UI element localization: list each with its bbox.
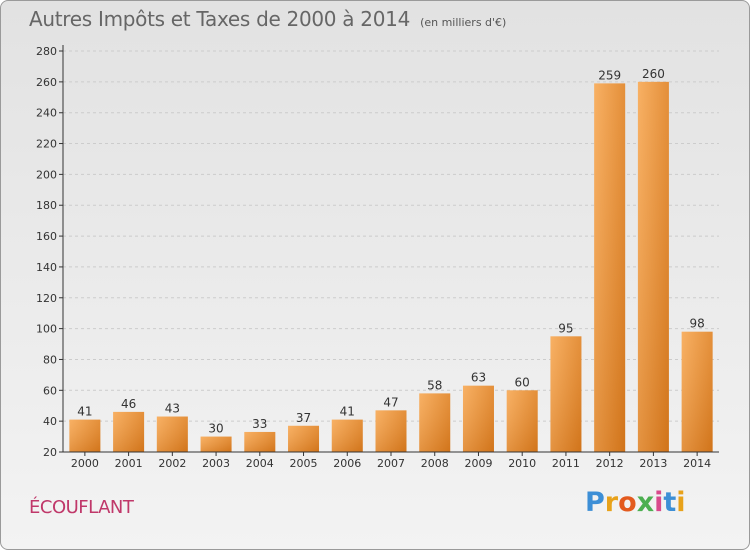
logo-letter: P <box>585 487 605 518</box>
bar-value-label: 46 <box>121 397 136 411</box>
bar-value-label: 47 <box>383 395 398 409</box>
bar-shade <box>506 390 538 452</box>
bar-shade <box>69 419 101 452</box>
bar-value-label: 43 <box>165 402 180 416</box>
y-tick-label: 220 <box>36 138 57 151</box>
bar-shade <box>156 416 188 452</box>
y-tick-label: 260 <box>36 76 57 89</box>
bar-value-label: 41 <box>340 405 355 419</box>
bar-shade <box>375 410 407 452</box>
y-tick-label: 200 <box>36 168 57 181</box>
y-tick-label: 280 <box>36 45 57 58</box>
logo-letter: i <box>654 487 664 518</box>
bar-shade <box>462 385 494 452</box>
y-tick-label: 40 <box>43 415 57 428</box>
x-tick-label: 2011 <box>552 457 580 470</box>
chart-title: Autres Impôts et Taxes de 2000 à 2014 (e… <box>29 7 506 31</box>
bar-value-label: 259 <box>598 68 621 82</box>
chart-subtitle: (en milliers d'€) <box>420 16 507 29</box>
bar-shade <box>550 336 582 452</box>
bars: 41 46 43 30 33 37 41 47 58 63 60 95 259 260 98 <box>69 67 713 452</box>
y-tick-label: 60 <box>43 384 57 397</box>
x-tick-label: 2001 <box>115 457 143 470</box>
x-tick-label: 2005 <box>290 457 318 470</box>
logo-letter: o <box>618 487 637 518</box>
bar-value-label: 98 <box>689 317 704 331</box>
bar-shade <box>288 425 320 452</box>
y-tick-label: 80 <box>43 353 57 366</box>
bar-value-label: 37 <box>296 411 311 425</box>
x-tick-label: 2014 <box>683 457 711 470</box>
logo-letter: r <box>604 487 619 518</box>
x-tick-label: 2003 <box>202 457 230 470</box>
bar-value-label: 60 <box>515 375 530 389</box>
x-tick-label: 2013 <box>639 457 667 470</box>
axes: 20 40 60 80 100 120 140 160 180 200 220 240 260 280 20… <box>36 45 719 470</box>
commune-name: ÉCOUFLANT <box>29 497 134 518</box>
bar-shade <box>419 393 451 452</box>
y-tick-label: 180 <box>36 199 57 212</box>
bar-shade <box>681 331 713 452</box>
bar-value-label: 41 <box>77 405 92 419</box>
chart-title-text: Autres Impôts et Taxes de 2000 à 2014 <box>29 7 410 31</box>
x-tick-label: 2009 <box>464 457 492 470</box>
y-tick-label: 140 <box>36 261 57 274</box>
bar-value-label: 33 <box>252 417 267 431</box>
logo-letter: x <box>636 487 655 518</box>
bar-shade <box>113 411 145 452</box>
x-tick-label: 2004 <box>246 457 274 470</box>
bar-value-label: 63 <box>471 371 486 385</box>
y-tick-label: 100 <box>36 323 57 336</box>
bar-value-label: 58 <box>427 378 442 392</box>
bar-shade <box>200 436 232 452</box>
bar-shade <box>594 83 626 452</box>
x-tick-label: 2008 <box>421 457 449 470</box>
bar-value-label: 95 <box>558 321 573 335</box>
bar-shade <box>244 431 276 452</box>
y-tick-label: 120 <box>36 292 57 305</box>
x-tick-label: 2012 <box>596 457 624 470</box>
x-tick-label: 2006 <box>333 457 361 470</box>
proxiti-logo: Proxiti <box>585 487 686 518</box>
logo-letter: t <box>663 487 677 518</box>
bar-shade <box>331 419 363 452</box>
x-tick-label: 2000 <box>71 457 99 470</box>
y-tick-label: 240 <box>36 107 57 120</box>
x-tick-label: 2007 <box>377 457 405 470</box>
bar-shade <box>637 81 669 452</box>
y-tick-label: 160 <box>36 230 57 243</box>
x-tick-label: 2010 <box>508 457 536 470</box>
y-tick-label: 20 <box>43 446 57 459</box>
logo-letter: i <box>676 487 686 518</box>
x-tick-label: 2002 <box>158 457 186 470</box>
bar-value-label: 260 <box>642 67 665 81</box>
bar-value-label: 30 <box>208 422 223 436</box>
